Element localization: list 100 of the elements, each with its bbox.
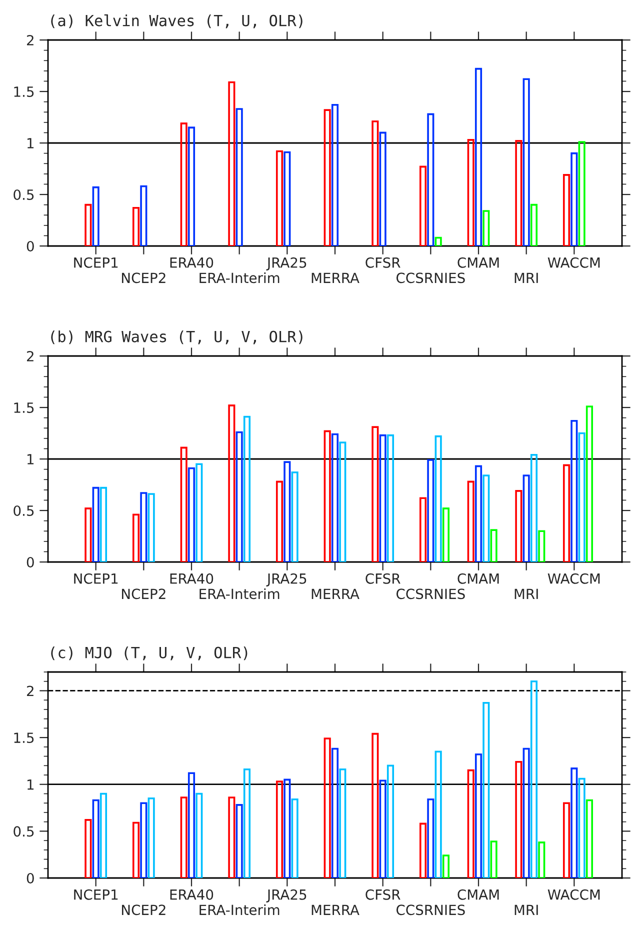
y-tick-label: 1 xyxy=(27,454,34,464)
bar xyxy=(530,204,538,246)
bar xyxy=(92,186,100,246)
bar xyxy=(188,467,196,562)
bar xyxy=(474,68,482,246)
bar xyxy=(467,480,474,562)
bar xyxy=(562,464,570,562)
bar xyxy=(100,486,108,562)
y-tick-label: 2 xyxy=(26,350,34,362)
bar xyxy=(434,750,442,878)
x-tick-label: NCEP1 xyxy=(74,257,118,268)
bar xyxy=(148,493,155,562)
y-tick-label: 0 xyxy=(26,556,34,568)
x-tick-label: NCEP2 xyxy=(122,272,166,284)
bar xyxy=(148,798,155,878)
bar xyxy=(538,842,546,878)
bar xyxy=(522,748,530,878)
x-tick-label: ERA-Interim xyxy=(200,904,280,916)
bar xyxy=(578,432,586,562)
y-tick-label: 2 xyxy=(26,686,34,696)
bar xyxy=(284,461,291,562)
y-tick-label: 0 xyxy=(26,872,34,884)
bar xyxy=(578,141,586,246)
x-tick-label: CMAM xyxy=(458,257,499,268)
bar xyxy=(228,404,236,562)
x-tick-label: ERA40 xyxy=(170,257,214,268)
bar xyxy=(188,772,196,878)
x-tick-label: WACCM xyxy=(548,573,600,584)
bar xyxy=(570,768,578,878)
x-tick-label: MERRA xyxy=(312,272,360,283)
bar xyxy=(84,819,92,878)
bar xyxy=(196,792,203,878)
bar xyxy=(180,446,188,562)
bar xyxy=(339,442,346,562)
bar xyxy=(331,433,339,562)
bar xyxy=(188,126,196,246)
bar xyxy=(482,474,490,562)
y-tick-label: 0.5 xyxy=(14,826,34,837)
x-tick-label: CCSRNIES xyxy=(396,588,465,600)
y-tick-label: 1.5 xyxy=(14,732,34,744)
y-tick-label: 1.5 xyxy=(14,402,34,413)
x-tick-label: CMAM xyxy=(458,573,499,584)
x-tick-label: CMAM xyxy=(458,889,499,900)
bar xyxy=(84,204,92,246)
bar xyxy=(530,454,538,562)
bar xyxy=(276,150,284,246)
bar xyxy=(291,471,298,562)
bar xyxy=(331,748,339,878)
bar xyxy=(236,108,243,246)
bar xyxy=(427,459,434,562)
bar xyxy=(467,139,474,246)
chart-title: (b) MRG Waves (T, U, V, OLR) xyxy=(51,330,302,344)
bar xyxy=(427,798,434,878)
x-tick-label: NCEP1 xyxy=(74,573,118,584)
x-tick-label: NCEP2 xyxy=(122,904,166,916)
chart-title: (a) Kelvin Waves (T, U, OLR) xyxy=(51,14,302,28)
bar xyxy=(276,480,284,562)
bar xyxy=(284,151,291,246)
bar xyxy=(522,78,530,246)
x-tick-label: MERRA xyxy=(312,904,360,915)
bar xyxy=(100,792,108,878)
x-tick-label: ERA40 xyxy=(170,889,214,900)
bar xyxy=(570,420,578,562)
y-tick-label: 2 xyxy=(26,34,34,46)
bar xyxy=(386,434,394,562)
y-tick-label: 0.5 xyxy=(14,189,34,200)
x-tick-label: JRA25 xyxy=(266,889,306,902)
x-tick-label: CFSR xyxy=(366,889,400,900)
bar xyxy=(538,530,546,562)
x-tick-label: JRA25 xyxy=(266,573,306,586)
bar xyxy=(515,490,522,562)
bar xyxy=(419,166,427,246)
x-tick-label: NCEP2 xyxy=(122,588,166,600)
y-tick-label: 1 xyxy=(27,780,34,790)
bar xyxy=(562,174,570,246)
bar xyxy=(379,780,386,878)
bar xyxy=(434,435,442,562)
bar xyxy=(180,796,188,878)
bar xyxy=(92,486,100,562)
bar xyxy=(434,236,442,246)
bar xyxy=(331,104,339,246)
bar xyxy=(339,768,346,878)
bar xyxy=(132,206,140,246)
bar xyxy=(482,210,490,246)
bar xyxy=(467,769,474,878)
bar xyxy=(530,680,538,878)
x-tick-label: WACCM xyxy=(548,889,600,900)
y-tick-label: 0 xyxy=(26,240,34,252)
x-tick-label: ERA-Interim xyxy=(200,588,280,600)
bar xyxy=(427,113,434,246)
bar xyxy=(372,732,379,878)
bar xyxy=(324,738,331,878)
x-tick-label: MERRA xyxy=(312,588,360,599)
x-tick-label: WACCM xyxy=(548,257,600,268)
bar xyxy=(140,802,148,878)
bar xyxy=(586,406,594,562)
bar xyxy=(570,152,578,246)
x-tick-label: CCSRNIES xyxy=(396,904,465,916)
bar xyxy=(236,804,243,878)
x-tick-label: ERA40 xyxy=(170,573,214,584)
